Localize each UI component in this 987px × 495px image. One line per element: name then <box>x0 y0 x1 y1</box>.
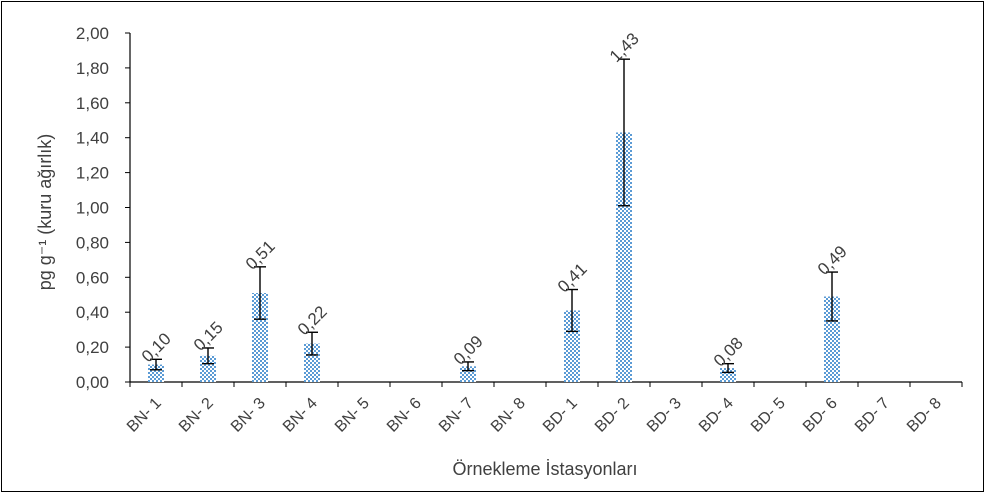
bar <box>200 355 216 382</box>
y-tick-label: 1,60 <box>76 94 109 113</box>
category-label: BN- 1 <box>124 395 165 436</box>
category-label: BN- 8 <box>488 395 529 436</box>
y-tick-label: 0,80 <box>76 233 109 252</box>
y-tick-label: 0,60 <box>76 268 109 287</box>
y-tick-label: 0,20 <box>76 338 109 357</box>
data-label: 1,43 <box>606 29 643 66</box>
bar <box>720 368 736 382</box>
data-label: 0,15 <box>190 318 227 355</box>
category-label: BN- 4 <box>280 395 321 436</box>
bar <box>304 343 320 382</box>
data-label: 0,10 <box>138 329 175 366</box>
data-label: 0,49 <box>814 242 851 279</box>
y-tick-label: 0,00 <box>76 373 109 392</box>
bar <box>824 296 840 382</box>
category-label: BN- 3 <box>228 395 269 436</box>
bar <box>252 293 268 382</box>
y-tick-label: 1,20 <box>76 164 109 183</box>
data-label: 0,41 <box>554 259 591 296</box>
y-tick-label: 2,00 <box>76 24 109 43</box>
category-label: BD- 1 <box>540 395 581 436</box>
y-tick-label: 1,80 <box>76 59 109 78</box>
category-label: BD- 8 <box>904 395 945 436</box>
y-tick-label: 1,00 <box>76 199 109 218</box>
category-label: BN- 7 <box>436 395 477 436</box>
category-label: BN- 2 <box>176 395 217 436</box>
bar <box>148 364 164 382</box>
category-label: BD- 6 <box>800 395 841 436</box>
data-label: 0,22 <box>294 302 331 339</box>
y-tick-label: 1,40 <box>76 129 109 148</box>
y-tick-label: 0,40 <box>76 303 109 322</box>
data-label: 0,51 <box>242 237 279 274</box>
category-label: BD- 2 <box>592 395 633 436</box>
bar <box>616 132 632 382</box>
data-label: 0,09 <box>450 332 487 369</box>
category-label: BD- 5 <box>748 395 789 436</box>
category-label: BD- 3 <box>644 395 685 436</box>
category-label: BN- 5 <box>332 395 373 436</box>
category-label: BD- 4 <box>696 395 737 436</box>
category-label: BD- 7 <box>852 395 893 436</box>
data-label: 0,08 <box>710 334 747 371</box>
bar <box>564 310 580 382</box>
y-axis-title: pg g⁻¹ (kuru ağırlık) <box>35 134 55 291</box>
category-label: BN- 6 <box>384 395 425 436</box>
x-axis-title: Örnekleme İstasyonları <box>452 459 637 479</box>
